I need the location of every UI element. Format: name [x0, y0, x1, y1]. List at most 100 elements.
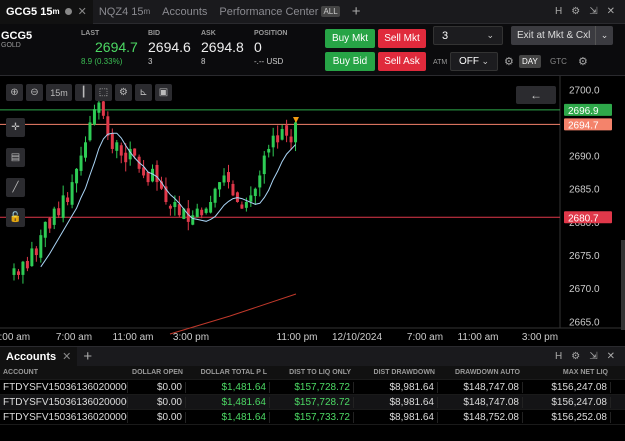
candle-body [164, 186, 168, 202]
line-tool-icon[interactable]: ╱ [6, 178, 25, 197]
table-row[interactable]: FTDYSFV150361360200000 $0.00 $1,481.64 $… [0, 380, 625, 395]
tab-performance-center[interactable]: Performance Center ALL [219, 5, 340, 18]
tif-day-toggle[interactable]: DAY [519, 55, 541, 68]
position-pl: -.-- USD [254, 57, 284, 66]
gear-icon[interactable]: ⚙ [571, 6, 581, 17]
sell-ask-button[interactable]: Sell Ask [378, 52, 426, 71]
account-cell: FTDYSFV150361360200000 [0, 381, 128, 393]
column-header[interactable]: DIST TO LIQ ONLY [289, 369, 351, 376]
ask-label: ASK [201, 30, 216, 37]
column-header[interactable]: DOLLAR OPEN [132, 369, 183, 376]
candle-body [271, 135, 275, 148]
buy-mkt-button[interactable]: Buy Mkt [325, 29, 375, 48]
lock-icon[interactable]: 🔓 [6, 208, 25, 227]
bid-label: BID [148, 30, 161, 37]
x-tick-label: 11:00 am [113, 332, 154, 343]
candle-body [92, 109, 96, 125]
tab-status-dot [64, 8, 72, 15]
tab-badge: ALL [321, 6, 340, 17]
candle-type-icon[interactable]: ┃ [75, 84, 92, 101]
close-icon[interactable]: ✕ [62, 351, 72, 363]
candle-body [128, 148, 132, 160]
column-header[interactable]: DOLLAR TOTAL P L [200, 369, 267, 376]
atm-select[interactable]: OFF ⌄ [450, 52, 498, 71]
table-row[interactable]: FTDYSFV150361360200000 $0.00 $1,481.64 $… [0, 395, 625, 410]
price-chart[interactable]: 2700.02695.02690.02685.02680.02675.02670… [0, 76, 625, 346]
dist-drawdown-cell: $8,981.64 [354, 381, 438, 393]
dollar-open-cell: $0.00 [128, 396, 186, 408]
gear-icon[interactable]: ⚙ [578, 56, 588, 68]
dist-drawdown-cell: $8,981.64 [354, 411, 438, 423]
x-tick-label: 11:00 am [458, 332, 499, 343]
add-tab-button[interactable]: + [351, 3, 361, 20]
candle-body [155, 164, 159, 183]
dollar-open-cell: $0.00 [128, 381, 186, 393]
notes-icon[interactable]: ▤ [6, 148, 25, 167]
max-net-liq-cell: $156,247.08 [523, 381, 611, 393]
candle-body [34, 248, 38, 256]
accounts-tab-bar: Accounts ✕ + H ⚙ ⇲ ✕ [0, 346, 625, 367]
candle-body [21, 261, 25, 275]
candle-body [79, 155, 83, 171]
tif-gtc-toggle[interactable]: GTC [550, 57, 567, 66]
chart-toolbar: ⊕ ⊖ 15m ┃ ⬚ ⚙ ⊾ ▣ [6, 84, 172, 101]
candle-body [209, 202, 213, 213]
h-icon[interactable]: H [555, 6, 563, 17]
interval-button[interactable]: 15m [46, 84, 72, 101]
zoom-in-icon[interactable]: ⊕ [6, 84, 23, 101]
pin-icon[interactable]: ⇲ [589, 6, 598, 17]
dist-liq-cell: $157,728.72 [270, 396, 354, 408]
close-icon[interactable]: ✕ [606, 6, 615, 17]
layout-icon[interactable]: ▣ [155, 84, 172, 101]
scroll-to-latest-button[interactable]: ← [516, 86, 556, 104]
crosshair-icon[interactable]: ✛ [6, 118, 25, 137]
column-header[interactable]: ACCOUNT [3, 369, 38, 376]
tab-accounts[interactable]: Accounts [162, 5, 208, 18]
y-tick-label: 2680.0 [569, 218, 600, 229]
tab-accounts-panel[interactable]: Accounts ✕ [0, 346, 78, 367]
y-tick-label: 2700.0 [569, 85, 600, 96]
account-cell: FTDYSFV150361360200000 [0, 411, 128, 423]
scrollbar[interactable] [621, 240, 625, 330]
candle-body [289, 136, 293, 143]
y-tick-label: 2665.0 [569, 317, 600, 328]
tab-gcg5[interactable]: GCG5 15 m ✕ [0, 0, 93, 24]
candle-body [61, 195, 65, 218]
y-tick-label: 2670.0 [569, 284, 600, 295]
column-header[interactable]: MAX NET LIQ [562, 369, 608, 376]
exit-at-mkt-button[interactable]: Exit at Mkt & Cxl ⌄ [511, 26, 613, 45]
h-icon[interactable]: H [555, 351, 563, 362]
buy-bid-button[interactable]: Buy Bid [325, 52, 375, 71]
close-icon[interactable]: ✕ [606, 351, 615, 362]
symbol: GCG5 [1, 30, 33, 42]
add-tab-button[interactable]: + [83, 348, 93, 365]
price-label-bg [564, 103, 612, 116]
candle-body [66, 197, 70, 202]
tab-nqz4[interactable]: NQZ4 15 m [98, 5, 151, 18]
bid-price: 2694.6 [148, 39, 191, 55]
settings-icon[interactable]: ⚙ [115, 84, 132, 101]
pin-icon[interactable]: ⇲ [589, 351, 598, 362]
max-net-liq-cell: $156,252.08 [523, 411, 611, 423]
candle-body [119, 145, 123, 156]
quote-panel: GCG5 GOLD LAST 2694.7 8.9 (0.33%) BID 26… [0, 24, 625, 76]
symbol-description: GOLD [1, 42, 21, 49]
candle-body [195, 208, 199, 218]
candle-body [240, 204, 244, 209]
column-header[interactable]: DRAWDOWN AUTO [455, 369, 520, 376]
candle-body [84, 142, 87, 158]
close-icon[interactable]: ✕ [77, 6, 87, 18]
table-row[interactable]: FTDYSFV150361360200000 $0.00 $1,481.64 $… [0, 410, 625, 425]
crosshair-select-icon[interactable]: ⬚ [95, 84, 112, 101]
candle-body [285, 125, 289, 136]
zoom-out-icon[interactable]: ⊖ [26, 84, 43, 101]
chart-area[interactable]: 2700.02695.02690.02685.02680.02675.02670… [0, 76, 625, 346]
sell-mkt-button[interactable]: Sell Mkt [378, 29, 426, 48]
column-header[interactable]: DIST DRAWDOWN [373, 369, 435, 376]
chevron-down-icon[interactable]: ⌄ [595, 26, 613, 45]
indicators-icon[interactable]: ⊾ [135, 84, 152, 101]
candle-body [218, 182, 222, 190]
gear-icon[interactable]: ⚙ [504, 56, 514, 68]
quantity-select[interactable]: 3 ⌄ [433, 26, 503, 45]
gear-icon[interactable]: ⚙ [571, 351, 581, 362]
